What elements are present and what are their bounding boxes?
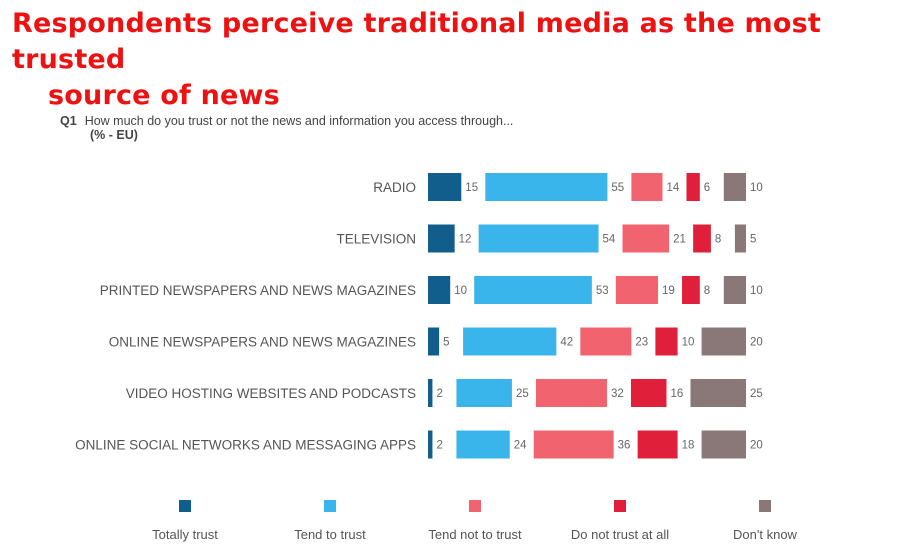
data-label: 10 — [454, 285, 467, 297]
title-line-2: source of news — [48, 80, 280, 111]
data-label: 5 — [443, 337, 449, 349]
legend-item-do-not-trust-at-all: Do not trust at all — [571, 500, 669, 542]
bar-do-not-trust-at-all — [686, 173, 700, 201]
legend-swatch — [614, 500, 626, 512]
legend-swatch — [324, 500, 336, 512]
bar-tend-not-to-trust — [622, 224, 670, 253]
data-label: 25 — [516, 388, 529, 400]
data-label: 54 — [603, 234, 616, 246]
data-label: 24 — [514, 440, 527, 452]
title-line-1: Respondents perceive traditional media a… — [12, 8, 822, 75]
data-label: 36 — [618, 440, 631, 452]
bar-do-not-trust-at-all — [693, 224, 711, 253]
bar-don-t-know — [723, 276, 746, 304]
legend-label: Tend not to trust — [428, 527, 522, 542]
data-label: 19 — [662, 285, 675, 297]
data-label: 10 — [750, 285, 763, 297]
data-label: 21 — [673, 234, 686, 246]
bar-tend-to-trust — [456, 430, 510, 459]
question-text: How much do you trust or not the news an… — [84, 114, 514, 128]
bar-totally-trust — [428, 379, 433, 407]
category-label: ONLINE SOCIAL NETWORKS AND MESSAGING APP… — [75, 438, 416, 453]
legend-item-tend-to-trust: Tend to trust — [294, 500, 366, 542]
data-label: 12 — [459, 234, 472, 246]
bar-totally-trust — [428, 276, 451, 304]
bar-don-t-know — [701, 430, 746, 459]
bar-tend-not-to-trust — [535, 379, 607, 407]
data-label: 42 — [560, 337, 573, 349]
page-title: Respondents perceive traditional media a… — [12, 6, 897, 114]
data-label: 8 — [715, 234, 721, 246]
data-label: 23 — [635, 337, 648, 349]
legend-item-tend-not-to-trust: Tend not to trust — [428, 500, 522, 542]
bar-totally-trust — [428, 430, 433, 459]
bar-totally-trust — [428, 173, 462, 201]
data-label: 14 — [666, 182, 679, 194]
category-label: PRINTED NEWSPAPERS AND NEWS MAGAZINES — [100, 283, 416, 298]
data-label: 2 — [436, 440, 442, 452]
bar-totally-trust — [428, 327, 440, 356]
data-label: 6 — [704, 182, 710, 194]
data-label: 10 — [750, 182, 763, 194]
legend-swatch — [469, 500, 481, 512]
legend-item-totally-trust: Totally trust — [152, 500, 218, 542]
bar-tend-not-to-trust — [533, 430, 614, 459]
data-label: 10 — [682, 337, 695, 349]
chart-row-printed-newspapers-and-news-magazines: PRINTED NEWSPAPERS AND NEWS MAGAZINES 10 5… — [100, 276, 763, 304]
bar-tend-not-to-trust — [631, 173, 663, 201]
legend-label: Don't know — [733, 527, 798, 542]
category-label: RADIO — [373, 180, 416, 195]
data-label: 18 — [682, 440, 695, 452]
chart-row-online-newspapers-and-news-magazines: ONLINE NEWSPAPERS AND NEWS MAGAZINES 5 42 2… — [109, 327, 763, 356]
legend-label: Tend to trust — [294, 527, 366, 542]
question-unit: (% - EU) — [90, 128, 138, 142]
bar-tend-to-trust — [478, 224, 599, 253]
bar-totally-trust — [428, 224, 455, 253]
data-label: 15 — [465, 182, 478, 194]
bar-do-not-trust-at-all — [682, 276, 700, 304]
category-label: VIDEO HOSTING WEBSITES AND PODCASTS — [126, 386, 416, 401]
chart-row-radio: RADIO 15 55 14 6 10 — [373, 173, 763, 201]
legend-label: Totally trust — [152, 527, 218, 542]
data-label: 8 — [704, 285, 710, 297]
chart-row-video-hosting-websites-and-podcasts: VIDEO HOSTING WEBSITES AND PODCASTS 2 25 32… — [126, 379, 763, 407]
data-label: 55 — [611, 182, 624, 194]
bar-don-t-know — [734, 224, 746, 253]
data-label: 2 — [436, 388, 442, 400]
bar-tend-to-trust — [463, 327, 557, 356]
question-number: Q1 — [60, 114, 77, 128]
bar-tend-not-to-trust — [615, 276, 659, 304]
category-label: ONLINE NEWSPAPERS AND NEWS MAGAZINES — [109, 335, 416, 350]
data-label: 20 — [750, 440, 763, 452]
data-label: 32 — [611, 388, 624, 400]
bar-tend-to-trust — [474, 276, 592, 304]
bar-don-t-know — [690, 379, 746, 407]
category-label: TELEVISION — [336, 232, 416, 247]
chart-row-television: TELEVISION 12 54 21 8 5 — [336, 224, 756, 253]
data-label: 16 — [671, 388, 684, 400]
legend-label: Do not trust at all — [571, 527, 669, 542]
bar-do-not-trust-at-all — [630, 379, 667, 407]
data-label: 25 — [750, 388, 763, 400]
data-label: 53 — [596, 285, 609, 297]
bar-tend-not-to-trust — [580, 327, 632, 356]
question-block: Q1 How much do you trust or not the news … — [60, 114, 513, 142]
legend-swatch — [759, 500, 771, 512]
bar-tend-to-trust — [485, 173, 608, 201]
bar-tend-to-trust — [456, 379, 512, 407]
legend-swatch — [179, 500, 191, 512]
bar-don-t-know — [701, 327, 746, 356]
data-label: 5 — [750, 234, 756, 246]
bar-don-t-know — [723, 173, 746, 201]
chart-row-online-social-networks-and-messaging-apps: ONLINE SOCIAL NETWORKS AND MESSAGING APP… — [75, 430, 763, 459]
data-label: 20 — [750, 337, 763, 349]
legend-item-don-t-know: Don't know — [733, 500, 798, 542]
bar-do-not-trust-at-all — [637, 430, 678, 459]
bar-do-not-trust-at-all — [655, 327, 678, 356]
